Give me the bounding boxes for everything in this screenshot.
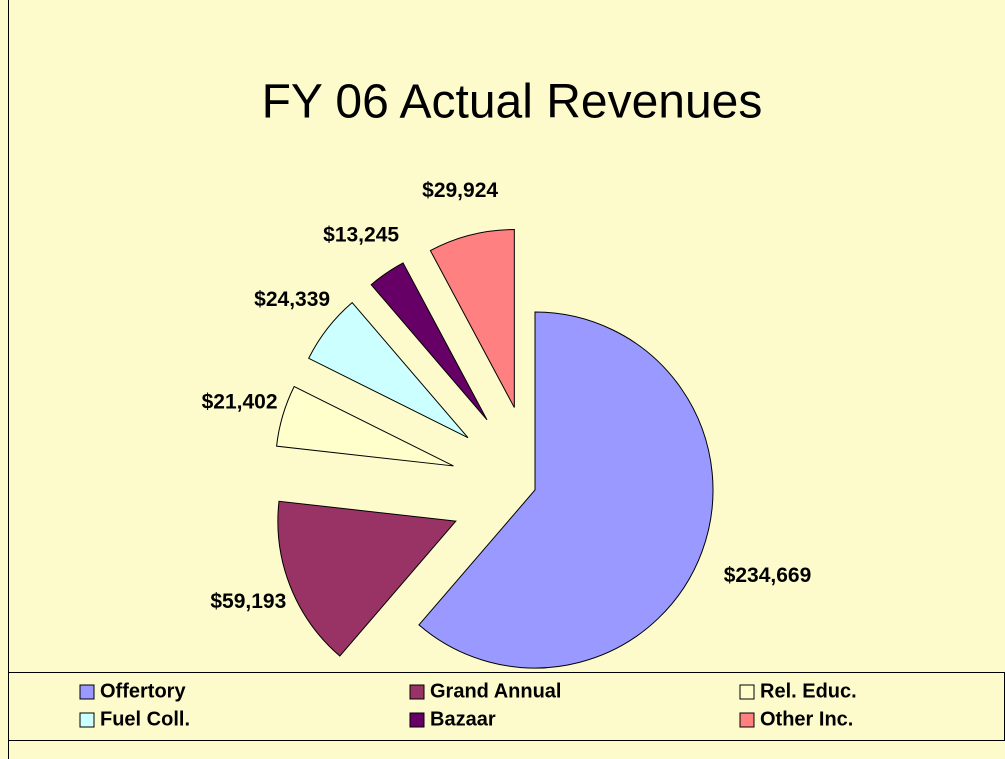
- pie-slice: [370, 262, 488, 421]
- pie-slice: [276, 385, 454, 467]
- legend-label: Bazaar: [430, 708, 496, 730]
- data-label: $21,402: [202, 390, 278, 413]
- legend-label: Other Inc.: [760, 708, 853, 730]
- legend-box: [8, 672, 1005, 741]
- legend-label: Grand Annual: [430, 680, 561, 702]
- pie-slice: [277, 500, 457, 657]
- legend-swatch: [739, 684, 755, 700]
- legend-swatch: [409, 684, 425, 700]
- pie-slice: [308, 301, 469, 439]
- legend-label: Offertory: [100, 680, 186, 702]
- legend-label: Rel. Educ.: [760, 680, 857, 702]
- data-label: $29,924: [422, 179, 498, 202]
- pie-slice: [418, 311, 714, 669]
- data-label: $234,669: [724, 564, 812, 587]
- data-label: $59,193: [210, 590, 286, 613]
- legend-swatch: [79, 684, 95, 700]
- legend-label: Fuel Coll.: [100, 708, 190, 730]
- data-label: $24,339: [254, 288, 330, 311]
- chart-title: FY 06 Actual Revenues: [262, 76, 763, 129]
- legend-swatch: [409, 712, 425, 728]
- data-label: $13,245: [323, 223, 399, 246]
- legend-swatch: [739, 712, 755, 728]
- legend-swatch: [79, 712, 95, 728]
- pie-slice: [429, 229, 515, 408]
